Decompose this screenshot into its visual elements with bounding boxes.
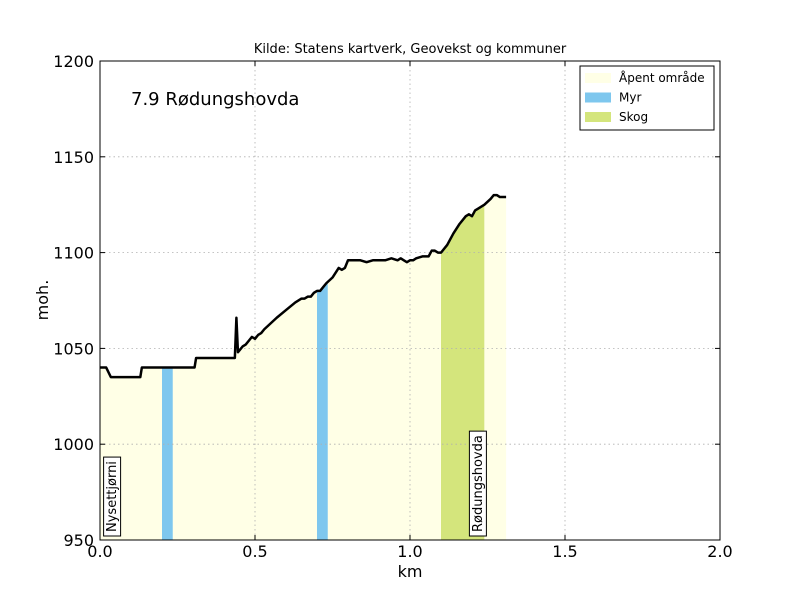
tick-layer: 0.0 0.5 1.0 1.5 2.0 950 1000 1050 1100 1150 1200 bbox=[53, 52, 732, 561]
y-axis-label: moh. bbox=[33, 280, 52, 321]
land-cover-open-area bbox=[484, 195, 507, 540]
profile-layer bbox=[100, 193, 507, 379]
source-title: Kilde: Statens kartverk, Geovekst og kom… bbox=[254, 42, 567, 57]
place-annotation: Nysettjørni bbox=[103, 456, 122, 537]
place-annotation-box bbox=[103, 456, 122, 537]
y-tick-label: 1100 bbox=[53, 244, 94, 263]
x-tick-label: 0.5 bbox=[242, 542, 267, 561]
x-axis-label: km bbox=[398, 562, 423, 581]
place-annotation: Rødungshovda bbox=[468, 430, 487, 537]
grid-layer bbox=[100, 61, 720, 540]
route-label: 7.9 Rødungshovda bbox=[131, 89, 299, 110]
legend-swatch bbox=[585, 73, 611, 83]
y-tick-label: 1150 bbox=[53, 148, 94, 167]
y-tick-label: 1000 bbox=[53, 435, 94, 454]
legend-swatch bbox=[585, 112, 611, 122]
land-cover-open-area bbox=[327, 250, 441, 540]
land-cover-myr bbox=[317, 281, 328, 540]
annotation-layer: Nysettjørni Rødungshovda bbox=[103, 430, 487, 537]
legend-label: Myr bbox=[619, 91, 641, 105]
legend-label: Skog bbox=[619, 110, 648, 124]
x-tick-label: 1.0 bbox=[397, 542, 422, 561]
x-tick-label: 1.5 bbox=[552, 542, 577, 561]
x-tick-label: 2.0 bbox=[707, 542, 732, 561]
legend-swatch bbox=[585, 92, 611, 103]
legend-label: Åpent område bbox=[619, 70, 705, 85]
place-annotation-text: Rødungshovda bbox=[471, 435, 486, 532]
place-annotation-box bbox=[468, 430, 487, 537]
legend: Åpent område Myr Skog bbox=[579, 65, 715, 131]
x-tick-label: 0.0 bbox=[87, 542, 112, 561]
land-cover-open-area bbox=[172, 290, 317, 540]
y-tick-label: 950 bbox=[63, 531, 94, 550]
y-tick-label: 1200 bbox=[53, 52, 94, 71]
elevation-profile-line bbox=[100, 193, 507, 379]
land-cover-myr bbox=[162, 367, 173, 540]
place-annotation-text: Nysettjørni bbox=[105, 461, 120, 532]
y-tick-label: 1050 bbox=[53, 339, 94, 358]
